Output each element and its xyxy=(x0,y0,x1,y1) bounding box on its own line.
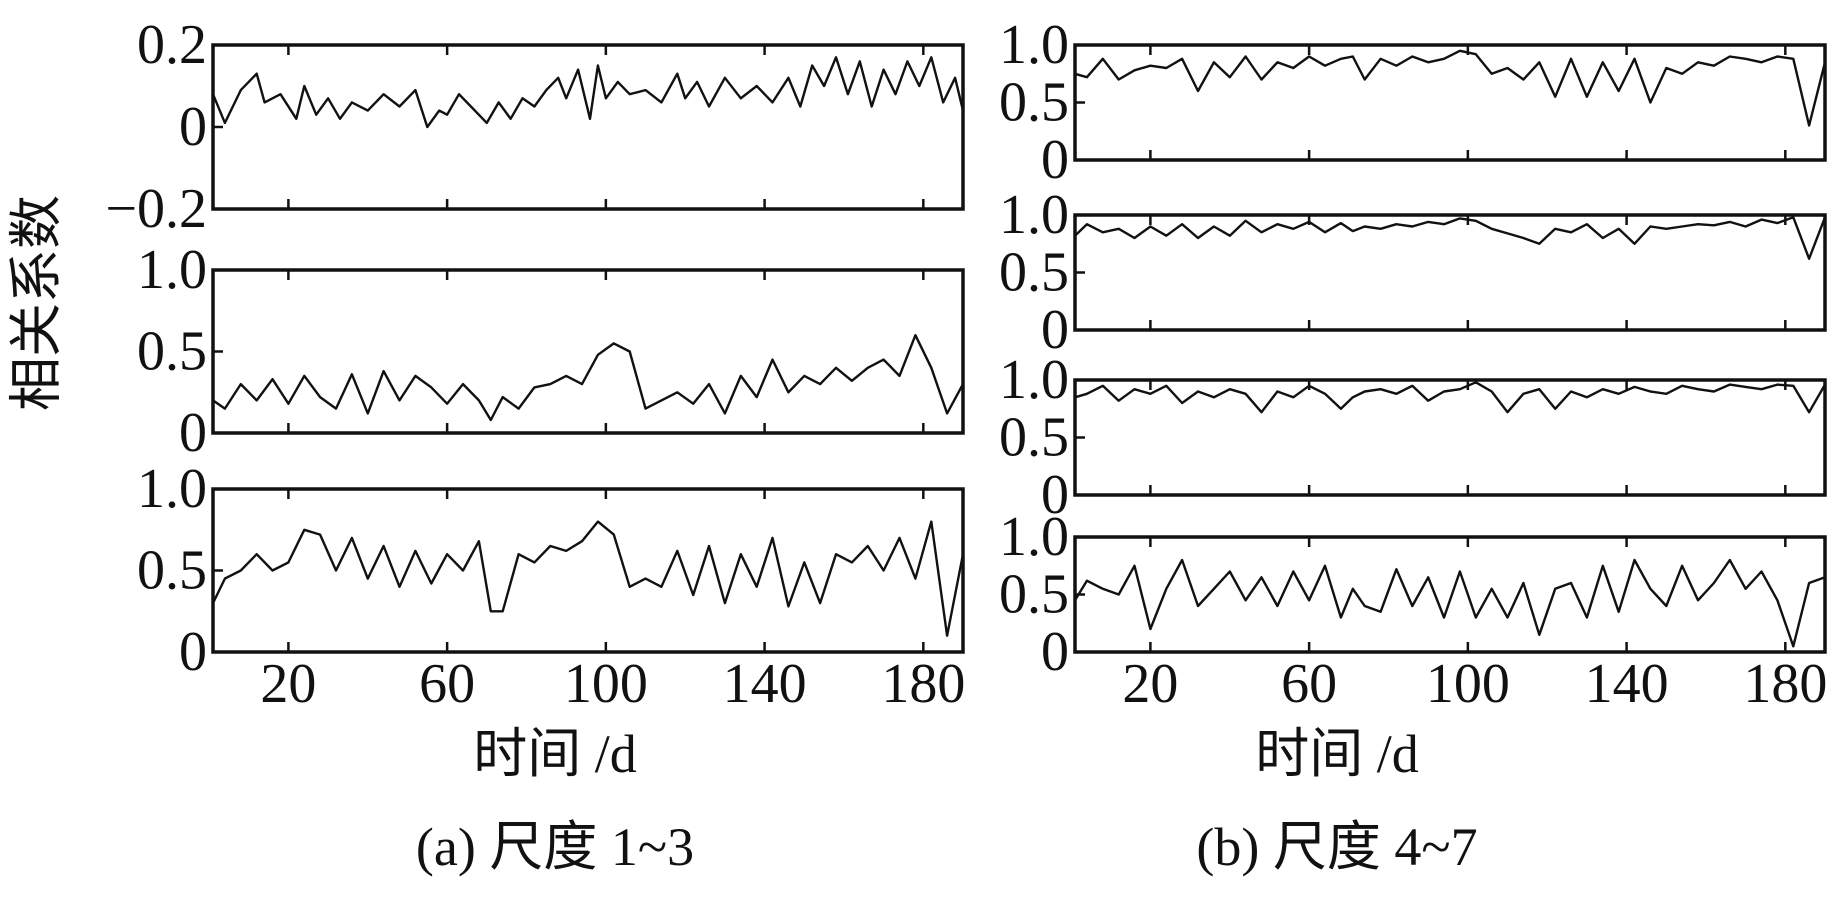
panel-a-3-xtick-label-60: 60 xyxy=(419,653,475,715)
panel-b-7-series-line xyxy=(1073,558,1826,648)
panel-b-5-series-line xyxy=(1074,216,1827,260)
panel-b-6-ytick-label-2: 0 xyxy=(1041,464,1069,526)
panel-b-6-frame xyxy=(1073,378,1827,497)
panel-a-1: 0.2 0 −0.2 xyxy=(105,14,965,240)
panel-b-7-xtick-label-100: 100 xyxy=(1426,653,1510,715)
caption-a: (a) 尺度 1~3 xyxy=(416,817,694,877)
x-axis-title-b: 时间 /d xyxy=(1255,724,1419,784)
x-axis-title-a: 时间 /d xyxy=(473,724,637,784)
panel-b-5-ytick-label-0: 1.0 xyxy=(999,184,1069,246)
y-axis-title: 相关系数 xyxy=(6,195,66,411)
panel-b-7: 20 60 100 140 180 1.00.50 xyxy=(999,506,1827,715)
panel-a-1-series-line xyxy=(211,56,965,129)
panel-b-5: 1.00.50 xyxy=(999,184,1827,361)
panel-a-3-frame xyxy=(211,487,965,654)
panel-b-4-ytick-label-2: 0 xyxy=(1041,129,1069,191)
panel-b-7-xtick-label-60: 60 xyxy=(1281,653,1337,715)
panel-b-6-ytick-label-1: 0.5 xyxy=(999,407,1069,469)
panel-b-6-ytick-label-0: 1.0 xyxy=(999,349,1069,411)
panel-a-2-frame xyxy=(211,268,965,435)
panel-a-3-ytick-label-1: 0.5 xyxy=(137,540,207,602)
panel-a-2: 1.0 0.5 0 xyxy=(137,239,965,464)
panel-a-3-xtick-label-140: 140 xyxy=(723,653,807,715)
panel-b-4: 1.00.50 xyxy=(999,14,1827,191)
panel-a-2-series-line xyxy=(212,334,965,422)
panel-a-1-frame xyxy=(211,43,965,211)
panel-b-5-ytick-label-1: 0.5 xyxy=(999,242,1069,304)
panel-b-4-ytick-label-1: 0.5 xyxy=(999,72,1069,134)
panel-b-5-frame xyxy=(1073,213,1827,332)
panel-b-6-series-line xyxy=(1074,381,1827,414)
panel-b-6: 1.00.50 xyxy=(999,349,1827,526)
panel-a-3-series-line xyxy=(211,520,965,637)
caption-b: (b) 尺度 4~7 xyxy=(1196,817,1477,877)
panel-a-1-ytick-label-1: 0 xyxy=(179,96,207,158)
panel-a-2-ytick-label-2: 0 xyxy=(179,402,207,464)
panel-b-5-ytick-label-2: 0 xyxy=(1041,299,1069,361)
panel-a-1-ytick-label-0: 0.2 xyxy=(137,14,207,76)
panel-b-7-frame xyxy=(1073,535,1827,654)
panel-a-3-ytick-label-0: 1.0 xyxy=(137,458,207,520)
panel-a-3-xtick-label-100: 100 xyxy=(564,653,648,715)
panel-a-3-ytick-label-2: 0 xyxy=(179,621,207,683)
panel-a-2-ytick-label-0: 1.0 xyxy=(137,239,207,301)
panel-b-4-frame xyxy=(1073,43,1827,162)
panel-b-7-ytick-label-0: 1.0 xyxy=(999,506,1069,568)
panel-b-7-ytick-label-1: 0.5 xyxy=(999,564,1069,626)
panel-b-7-xtick-label-180: 180 xyxy=(1743,653,1827,715)
panel-b-4-series-line xyxy=(1074,49,1827,127)
panel-a-3: 20 60 100 140 180 1.0 0.5 0 xyxy=(137,458,965,715)
panel-a-1-ytick-label-2: −0.2 xyxy=(105,178,207,240)
panel-b-7-xtick-label-20: 20 xyxy=(1122,653,1178,715)
panel-b-7-xtick-label-140: 140 xyxy=(1585,653,1669,715)
panel-a-3-xtick-label-180: 180 xyxy=(881,653,965,715)
panel-b-4-ytick-label-0: 1.0 xyxy=(999,14,1069,76)
panel-a-2-ytick-label-1: 0.5 xyxy=(137,321,207,383)
panel-b-7-ytick-label-2: 0 xyxy=(1041,621,1069,683)
panel-a-3-xtick-label-20: 20 xyxy=(260,653,316,715)
